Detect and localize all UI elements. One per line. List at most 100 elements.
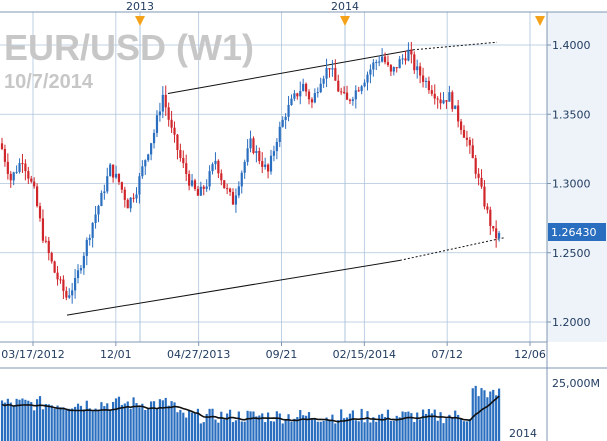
candle-down	[223, 180, 226, 189]
candle-up	[398, 59, 401, 69]
volume-bar	[85, 400, 88, 441]
volume-bar	[188, 410, 191, 441]
volume-bar	[416, 412, 419, 441]
volume-bar	[27, 400, 30, 441]
candle-up	[278, 126, 281, 142]
volume-bar	[483, 390, 486, 441]
candle-up	[12, 172, 15, 181]
candle-up	[319, 83, 322, 93]
candle-down	[30, 178, 33, 182]
candle-down	[348, 99, 352, 101]
volume-bar	[62, 407, 65, 441]
year-markers: 2013 2014	[126, 0, 545, 26]
volume-bar	[38, 396, 42, 441]
volume-bar	[427, 408, 431, 441]
watermark-label: 2014	[509, 427, 537, 440]
candle-down	[383, 56, 387, 63]
volume-bar	[451, 418, 454, 441]
volume-bar	[439, 412, 442, 441]
candle-down	[389, 64, 392, 72]
volume-bar	[231, 422, 235, 441]
candle-up	[144, 160, 147, 167]
volume-bar	[290, 421, 293, 441]
candle-down	[451, 92, 454, 109]
y-tick-label: 1.4000	[552, 39, 591, 52]
candle-down	[0, 143, 4, 149]
volume-bar	[228, 409, 232, 441]
volume-bar	[348, 413, 352, 441]
candle-down	[53, 261, 56, 273]
candle-up	[269, 155, 273, 172]
candle-down	[471, 145, 474, 159]
volume-bar	[264, 422, 267, 441]
candle-down	[24, 163, 27, 172]
candle-up	[208, 171, 211, 187]
volume-bar	[495, 395, 498, 441]
volume-bar	[179, 409, 182, 441]
candle-up	[71, 290, 74, 296]
candle-down	[182, 157, 185, 164]
chart-subtitle: 10/7/2014	[4, 71, 94, 93]
candle-up	[325, 68, 328, 79]
volume-bar	[173, 402, 176, 441]
candle-up	[363, 82, 366, 87]
volume-bar	[468, 419, 471, 441]
candle-up	[381, 56, 384, 62]
candle-up	[150, 143, 153, 155]
candle-down	[486, 206, 489, 210]
volume-bar	[395, 415, 398, 441]
volume-bar	[65, 408, 68, 441]
volume-bar	[492, 389, 495, 441]
year-marker-icon	[340, 16, 350, 26]
volume-bar	[193, 412, 197, 441]
candle-up	[114, 173, 118, 178]
volume-bar	[53, 408, 56, 441]
volume-bar	[459, 419, 463, 441]
candle-down	[436, 98, 439, 100]
volume-bar	[237, 411, 240, 441]
volume-bar	[152, 401, 156, 441]
candle-down	[65, 290, 68, 298]
candle-down	[62, 279, 65, 291]
volume-bar	[322, 420, 325, 441]
candle-down	[310, 99, 314, 103]
volume-bar	[208, 408, 211, 441]
volume-bar	[135, 403, 138, 441]
candle-down	[304, 83, 308, 92]
volume-bar	[199, 423, 202, 441]
volume-bar	[304, 415, 308, 441]
candle-up	[454, 105, 457, 109]
volume-bar	[424, 413, 428, 441]
volume-bar	[15, 398, 18, 441]
candle-down	[492, 225, 495, 229]
candle-down	[261, 161, 264, 167]
candle-up	[322, 78, 325, 84]
volume-bar	[9, 402, 12, 441]
volume-bar	[489, 391, 492, 441]
volume-bar	[269, 421, 273, 441]
candle-down	[462, 130, 466, 138]
volume-bar	[97, 409, 100, 441]
candle-up	[237, 186, 240, 196]
volume-bar	[369, 422, 372, 441]
channel-lower-extension	[399, 237, 506, 261]
candle-up	[240, 172, 243, 187]
volume-bar	[266, 412, 270, 441]
volume-bar	[442, 423, 445, 441]
candle-up	[190, 180, 194, 186]
channel-upper-line	[167, 49, 414, 94]
volume-bar	[112, 401, 115, 441]
candle-up	[375, 62, 378, 64]
candle-down	[33, 181, 36, 187]
volume-bar	[100, 402, 103, 441]
candle-down	[35, 186, 39, 207]
volume-bar	[413, 422, 416, 441]
volume-bar	[56, 405, 59, 441]
volume-axis-label: 25,000M	[552, 377, 600, 390]
candle-down	[123, 189, 126, 200]
year-marker-icon	[135, 16, 145, 26]
y-axis-panel	[547, 12, 607, 342]
candle-down	[27, 171, 30, 179]
volume-bar	[161, 400, 164, 441]
volume-bar	[497, 388, 501, 441]
